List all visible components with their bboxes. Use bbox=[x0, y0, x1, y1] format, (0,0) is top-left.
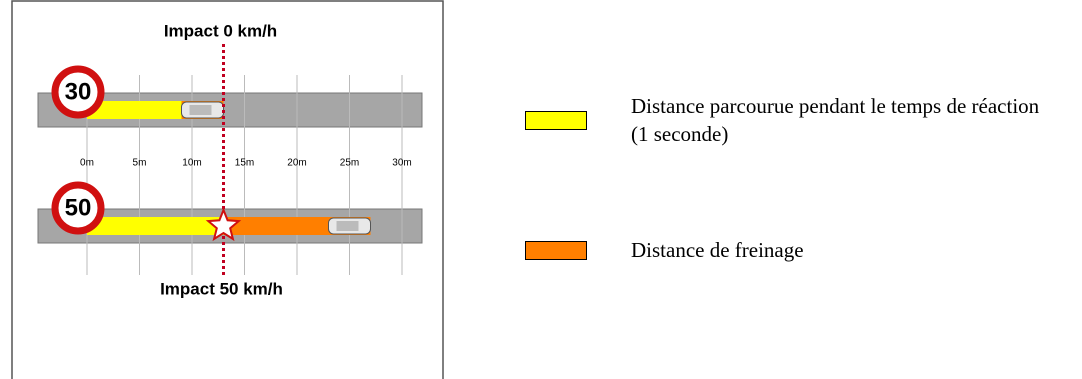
diagram: 0m 5m 10m 15m 20m 25m 30m 30 50 Impact 0 km/h Impa… bbox=[0, 0, 460, 379]
car-window bbox=[190, 105, 212, 115]
legend-label: Distance de freinage bbox=[631, 236, 804, 264]
legend-item: Distance parcourue pendant le temps de r… bbox=[525, 92, 1055, 148]
impact-label: Impact 50 km/h bbox=[160, 279, 283, 298]
legend-item: Distance de freinage bbox=[525, 236, 1055, 264]
x-tick-label: 30m bbox=[392, 158, 411, 169]
x-tick-label: 10m bbox=[182, 158, 201, 169]
speed-label: 30 bbox=[65, 78, 92, 105]
x-tick-label: 5m bbox=[133, 158, 147, 169]
bar-segment bbox=[87, 217, 224, 235]
x-tick-label: 20m bbox=[287, 158, 306, 169]
x-tick-label: 15m bbox=[235, 158, 254, 169]
legend-swatch bbox=[525, 241, 587, 260]
impact-label: Impact 0 km/h bbox=[164, 21, 277, 40]
legend-swatch bbox=[525, 111, 587, 130]
speed-label: 50 bbox=[65, 194, 92, 221]
car-window bbox=[337, 221, 359, 231]
x-tick-label: 25m bbox=[340, 158, 359, 169]
x-tick-label: 0m bbox=[80, 158, 94, 169]
legend-label: Distance parcourue pendant le temps de r… bbox=[631, 92, 1055, 148]
page: 0m 5m 10m 15m 20m 25m 30m 30 50 Impact 0 km/h Impa… bbox=[0, 0, 1082, 379]
